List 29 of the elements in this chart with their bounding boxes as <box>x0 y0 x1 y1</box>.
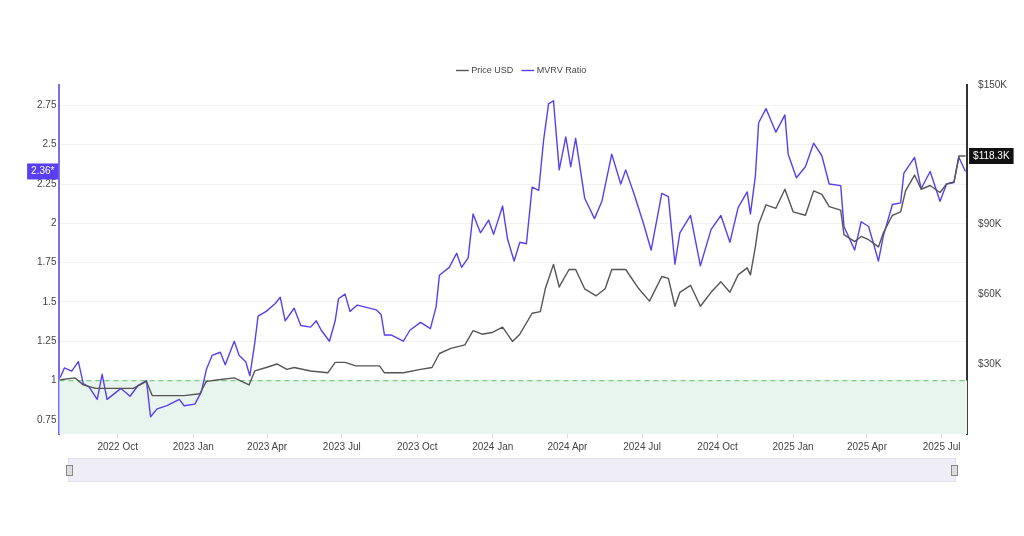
y-tick-label: 1.25 <box>36 335 57 346</box>
text: $118.3K <box>973 149 1010 161</box>
y-tick-label: 2.5 <box>42 138 57 150</box>
y2-tick-label: $30K <box>978 357 1002 369</box>
x-tick-label: 2024 Oct <box>697 440 739 452</box>
x-tick-label: 2023 Jul <box>322 440 361 452</box>
text: 2.36* <box>31 165 55 177</box>
y-tick-label: 1.5 <box>42 295 57 307</box>
x-tick-label: 2024 Jan <box>472 440 514 452</box>
x-tick-label: 2024 Apr <box>547 440 589 452</box>
y-tick-label: 0.75 <box>36 413 57 425</box>
legend-label: MVRV Ratio <box>536 64 587 75</box>
y-tick-label: 1 <box>50 374 57 386</box>
x-tick-label: 2023 Oct <box>396 440 438 452</box>
legend-label: Price USD <box>471 64 514 75</box>
y-tick-label: 2.75 <box>36 99 57 111</box>
y2-tick-label: $150K <box>978 78 1008 90</box>
y2-tick-label: $90K <box>978 218 1002 230</box>
y-tick-label: 1.75 <box>36 256 57 268</box>
y-tick-label: 2.25 <box>36 177 57 189</box>
x-tick-label: 2025 Jul <box>922 440 961 452</box>
x-tick-label: 2024 Jul <box>623 440 662 452</box>
y-tick-label: 2 <box>50 217 57 229</box>
x-tick-label: 2025 Apr <box>846 440 888 452</box>
x-tick-label: 2022 Oct <box>97 440 139 452</box>
x-tick-label: 2023 Apr <box>247 440 288 452</box>
y2-tick-label: $60K <box>978 288 1002 300</box>
x-tick-label: 2025 Jan <box>772 440 814 452</box>
x-tick-label: 2023 Jan <box>172 440 214 452</box>
